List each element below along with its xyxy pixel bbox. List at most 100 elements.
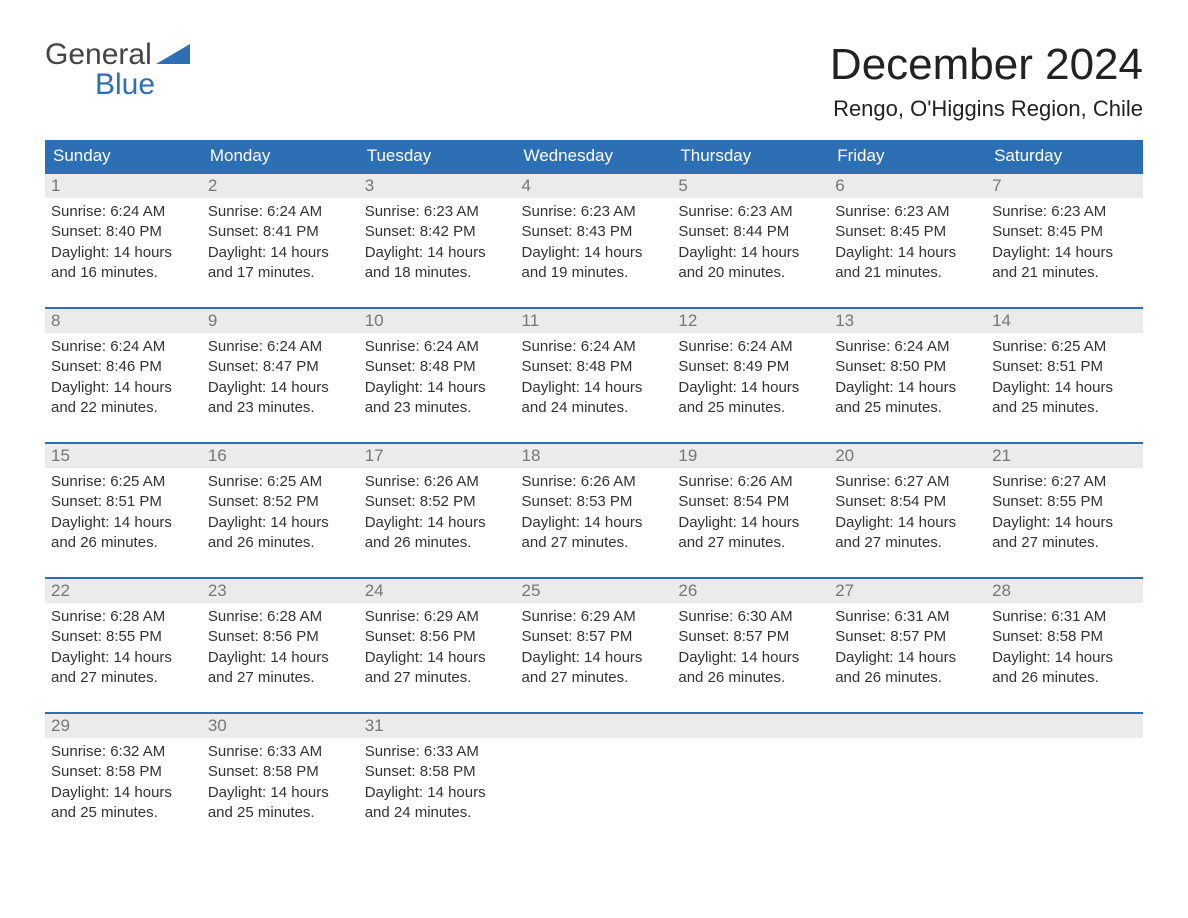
day-body: Sunrise: 6:27 AMSunset: 8:55 PMDaylight:… <box>986 468 1143 577</box>
daylight-text-line2: and 27 minutes. <box>208 668 353 688</box>
daylight-text-line2: and 21 minutes. <box>992 263 1137 283</box>
calendar-day-cell: 21Sunrise: 6:27 AMSunset: 8:55 PMDayligh… <box>986 443 1143 578</box>
day-body: Sunrise: 6:24 AMSunset: 8:50 PMDaylight:… <box>829 333 986 442</box>
sunset-text: Sunset: 8:40 PM <box>51 222 196 242</box>
sunrise-text: Sunrise: 6:24 AM <box>208 202 353 222</box>
calendar-day-cell: 24Sunrise: 6:29 AMSunset: 8:56 PMDayligh… <box>359 578 516 713</box>
day-number: 28 <box>986 579 1143 603</box>
weekday-header: Saturday <box>986 140 1143 173</box>
day-body: Sunrise: 6:24 AMSunset: 8:46 PMDaylight:… <box>45 333 202 442</box>
daylight-text-line2: and 26 minutes. <box>992 668 1137 688</box>
sunset-text: Sunset: 8:48 PM <box>522 357 667 377</box>
daylight-text-line2: and 27 minutes. <box>522 533 667 553</box>
calendar-day-cell: 30Sunrise: 6:33 AMSunset: 8:58 PMDayligh… <box>202 713 359 847</box>
daylight-text-line2: and 19 minutes. <box>522 263 667 283</box>
sunset-text: Sunset: 8:45 PM <box>992 222 1137 242</box>
day-number: 19 <box>672 444 829 468</box>
sunrise-text: Sunrise: 6:24 AM <box>365 337 510 357</box>
day-number: 12 <box>672 309 829 333</box>
daylight-text-line1: Daylight: 14 hours <box>51 783 196 803</box>
day-number: 9 <box>202 309 359 333</box>
daylight-text-line1: Daylight: 14 hours <box>992 243 1137 263</box>
daylight-text-line1: Daylight: 14 hours <box>51 378 196 398</box>
sunset-text: Sunset: 8:42 PM <box>365 222 510 242</box>
calendar-day-cell: 19Sunrise: 6:26 AMSunset: 8:54 PMDayligh… <box>672 443 829 578</box>
daylight-text-line1: Daylight: 14 hours <box>208 378 353 398</box>
daylight-text-line1: Daylight: 14 hours <box>992 513 1137 533</box>
calendar-day-cell: 9 Sunrise: 6:24 AMSunset: 8:47 PMDaylight… <box>202 308 359 443</box>
sunrise-text: Sunrise: 6:24 AM <box>51 202 196 222</box>
daylight-text-line1: Daylight: 14 hours <box>208 513 353 533</box>
calendar-day-cell: 15Sunrise: 6:25 AMSunset: 8:51 PMDayligh… <box>45 443 202 578</box>
sunrise-text: Sunrise: 6:24 AM <box>835 337 980 357</box>
day-body: Sunrise: 6:24 AMSunset: 8:40 PMDaylight:… <box>45 198 202 307</box>
daylight-text-line2: and 27 minutes. <box>678 533 823 553</box>
sunrise-text: Sunrise: 6:26 AM <box>678 472 823 492</box>
weekday-header: Wednesday <box>516 140 673 173</box>
sunset-text: Sunset: 8:48 PM <box>365 357 510 377</box>
sunset-text: Sunset: 8:46 PM <box>51 357 196 377</box>
day-number: 7 <box>986 174 1143 198</box>
calendar-day-cell: 8Sunrise: 6:24 AMSunset: 8:46 PMDaylight… <box>45 308 202 443</box>
logo: General Blue <box>45 40 190 100</box>
sunrise-text: Sunrise: 6:24 AM <box>208 337 353 357</box>
sunset-text: Sunset: 8:56 PM <box>208 627 353 647</box>
day-body: Sunrise: 6:24 AMSunset: 8:48 PMDaylight:… <box>359 333 516 442</box>
day-number <box>672 714 829 738</box>
day-number: 15 <box>45 444 202 468</box>
daylight-text-line2: and 27 minutes. <box>365 668 510 688</box>
day-number: 29 <box>45 714 202 738</box>
day-number <box>516 714 673 738</box>
daylight-text-line1: Daylight: 14 hours <box>835 243 980 263</box>
calendar-week-row: 15Sunrise: 6:25 AMSunset: 8:51 PMDayligh… <box>45 443 1143 578</box>
daylight-text-line2: and 18 minutes. <box>365 263 510 283</box>
day-body: Sunrise: 6:26 AMSunset: 8:54 PMDaylight:… <box>672 468 829 577</box>
day-body: Sunrise: 6:23 AMSunset: 8:43 PMDaylight:… <box>516 198 673 307</box>
day-body: Sunrise: 6:31 AMSunset: 8:57 PMDaylight:… <box>829 603 986 712</box>
day-body: Sunrise: 6:27 AMSunset: 8:54 PMDaylight:… <box>829 468 986 577</box>
sunrise-text: Sunrise: 6:31 AM <box>835 607 980 627</box>
weekday-header: Thursday <box>672 140 829 173</box>
sunrise-text: Sunrise: 6:31 AM <box>992 607 1137 627</box>
daylight-text-line1: Daylight: 14 hours <box>208 243 353 263</box>
sunset-text: Sunset: 8:52 PM <box>365 492 510 512</box>
calendar-week-row: 22Sunrise: 6:28 AMSunset: 8:55 PMDayligh… <box>45 578 1143 713</box>
calendar-day-cell: 5Sunrise: 6:23 AMSunset: 8:44 PMDaylight… <box>672 173 829 308</box>
sunset-text: Sunset: 8:57 PM <box>835 627 980 647</box>
day-body: Sunrise: 6:24 AMSunset: 8:49 PMDaylight:… <box>672 333 829 442</box>
daylight-text-line2: and 25 minutes. <box>51 803 196 823</box>
sunset-text: Sunset: 8:56 PM <box>365 627 510 647</box>
sunset-text: Sunset: 8:54 PM <box>678 492 823 512</box>
sunrise-text: Sunrise: 6:28 AM <box>208 607 353 627</box>
daylight-text-line2: and 27 minutes. <box>522 668 667 688</box>
weekday-header: Monday <box>202 140 359 173</box>
calendar-day-cell <box>829 713 986 847</box>
sunset-text: Sunset: 8:43 PM <box>522 222 667 242</box>
daylight-text-line2: and 22 minutes. <box>51 398 196 418</box>
sunset-text: Sunset: 8:47 PM <box>208 357 353 377</box>
daylight-text-line2: and 24 minutes. <box>522 398 667 418</box>
calendar-day-cell: 11Sunrise: 6:24 AMSunset: 8:48 PMDayligh… <box>516 308 673 443</box>
calendar-week-row: 29Sunrise: 6:32 AMSunset: 8:58 PMDayligh… <box>45 713 1143 847</box>
sunrise-text: Sunrise: 6:25 AM <box>51 472 196 492</box>
sunset-text: Sunset: 8:57 PM <box>522 627 667 647</box>
weekday-header-row: Sunday Monday Tuesday Wednesday Thursday… <box>45 140 1143 173</box>
sunset-text: Sunset: 8:55 PM <box>51 627 196 647</box>
daylight-text-line2: and 27 minutes. <box>835 533 980 553</box>
sunrise-text: Sunrise: 6:25 AM <box>992 337 1137 357</box>
day-body: Sunrise: 6:31 AMSunset: 8:58 PMDaylight:… <box>986 603 1143 712</box>
day-number: 13 <box>829 309 986 333</box>
day-body: Sunrise: 6:26 AMSunset: 8:53 PMDaylight:… <box>516 468 673 577</box>
day-body: Sunrise: 6:25 AMSunset: 8:51 PMDaylight:… <box>986 333 1143 442</box>
daylight-text-line2: and 24 minutes. <box>365 803 510 823</box>
day-number <box>986 714 1143 738</box>
sunset-text: Sunset: 8:58 PM <box>992 627 1137 647</box>
day-body: Sunrise: 6:23 AMSunset: 8:45 PMDaylight:… <box>829 198 986 307</box>
sunrise-text: Sunrise: 6:23 AM <box>365 202 510 222</box>
sunrise-text: Sunrise: 6:23 AM <box>835 202 980 222</box>
day-number: 10 <box>359 309 516 333</box>
day-number: 2 <box>202 174 359 198</box>
title-block: December 2024 Rengo, O'Higgins Region, C… <box>830 40 1143 122</box>
calendar-day-cell: 25Sunrise: 6:29 AMSunset: 8:57 PMDayligh… <box>516 578 673 713</box>
sunrise-text: Sunrise: 6:28 AM <box>51 607 196 627</box>
